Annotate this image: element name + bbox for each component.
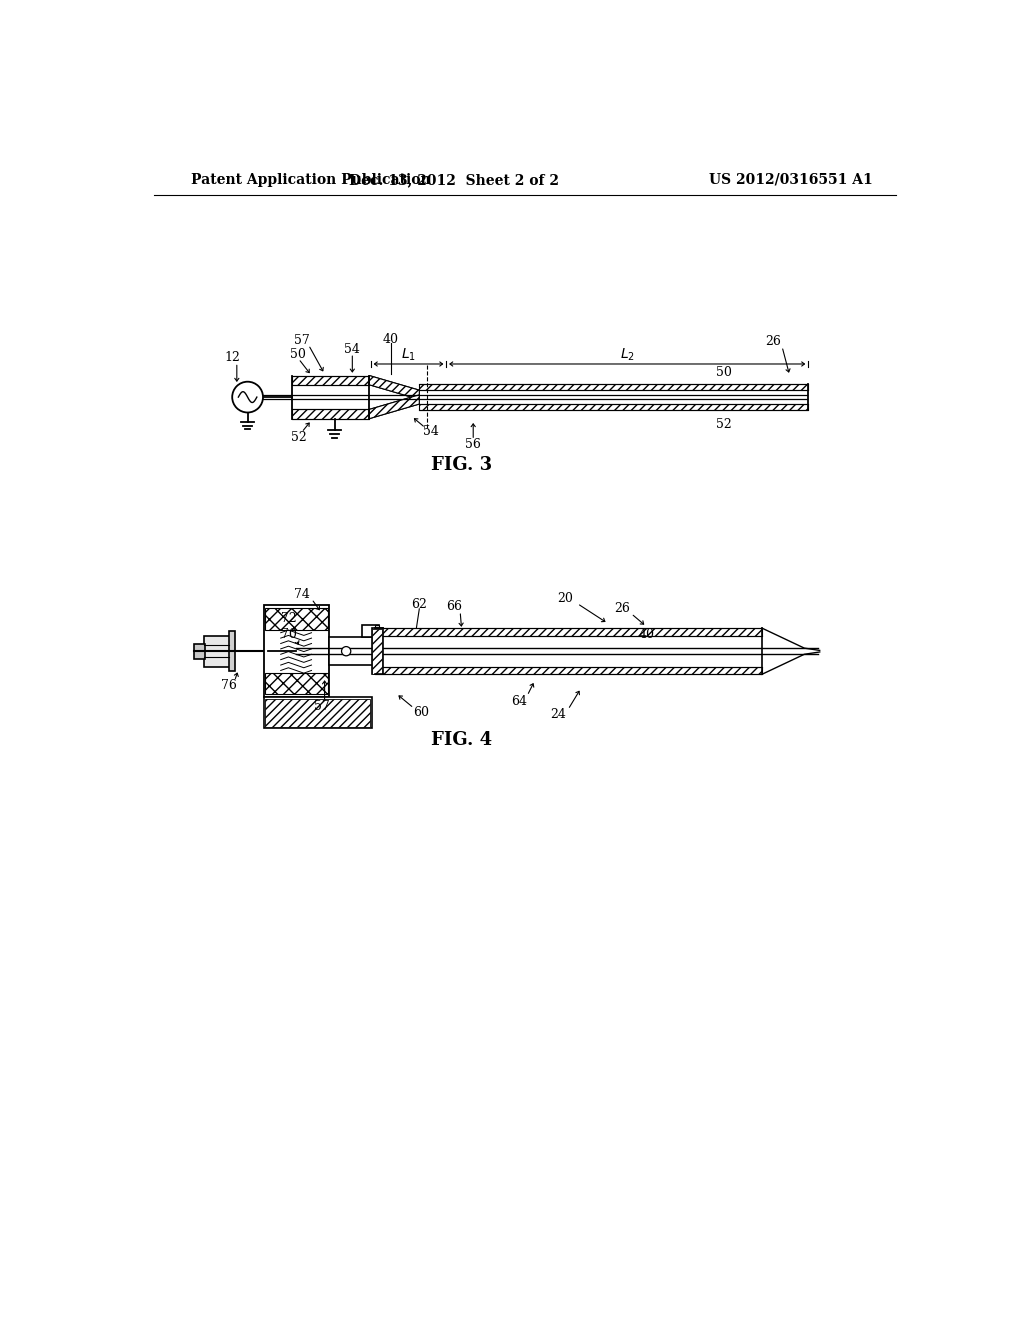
Text: 60: 60	[414, 706, 430, 719]
Bar	[372, 628, 383, 675]
Text: 50: 50	[716, 366, 731, 379]
Text: 54: 54	[344, 343, 360, 356]
Text: 76: 76	[221, 680, 238, 693]
Text: $L_1$: $L_1$	[401, 347, 416, 363]
Text: 57: 57	[313, 700, 330, 713]
Bar	[330, 638, 379, 665]
Circle shape	[342, 647, 351, 656]
Text: Patent Application Publication: Patent Application Publication	[190, 173, 430, 187]
Bar	[292, 409, 370, 418]
Bar	[373, 628, 382, 673]
Text: 24: 24	[550, 708, 566, 721]
Polygon shape	[370, 395, 419, 418]
Text: 50: 50	[291, 348, 306, 362]
Bar	[264, 697, 372, 729]
Text: 72: 72	[282, 612, 297, 626]
Text: 52: 52	[716, 417, 731, 430]
Bar	[195, 644, 205, 659]
Text: 56: 56	[465, 438, 481, 451]
Text: FIG. 3: FIG. 3	[431, 455, 493, 474]
Text: FIG. 4: FIG. 4	[431, 731, 493, 748]
Text: 40: 40	[383, 333, 398, 346]
Text: 54: 54	[423, 425, 439, 438]
Bar	[376, 626, 379, 638]
Circle shape	[232, 381, 263, 413]
Text: 26: 26	[766, 335, 781, 348]
Polygon shape	[370, 376, 419, 400]
Text: 64: 64	[511, 694, 527, 708]
Bar	[362, 626, 379, 638]
Bar	[204, 636, 230, 667]
Bar	[229, 631, 236, 671]
Text: Dec. 13, 2012  Sheet 2 of 2: Dec. 13, 2012 Sheet 2 of 2	[349, 173, 559, 187]
Text: 12: 12	[224, 351, 241, 363]
Bar	[419, 404, 808, 411]
Bar	[419, 384, 808, 391]
Polygon shape	[370, 376, 419, 400]
Bar	[376, 667, 762, 675]
Polygon shape	[370, 395, 419, 418]
Text: 70: 70	[282, 628, 297, 640]
Text: $L_2$: $L_2$	[620, 347, 635, 363]
Text: 52: 52	[291, 430, 306, 444]
Bar	[265, 700, 370, 726]
Bar	[376, 628, 762, 636]
Text: 20: 20	[558, 593, 573, 606]
Text: 57: 57	[294, 334, 309, 347]
Text: 40: 40	[638, 628, 654, 640]
Text: 26: 26	[613, 602, 630, 615]
Bar	[264, 605, 330, 697]
Text: 74: 74	[294, 589, 309, 602]
Bar	[265, 609, 328, 630]
Text: US 2012/0316551 A1: US 2012/0316551 A1	[710, 173, 873, 187]
Text: 66: 66	[446, 601, 462, 612]
Bar	[265, 673, 328, 694]
Bar	[292, 376, 370, 385]
Text: 62: 62	[412, 598, 427, 611]
